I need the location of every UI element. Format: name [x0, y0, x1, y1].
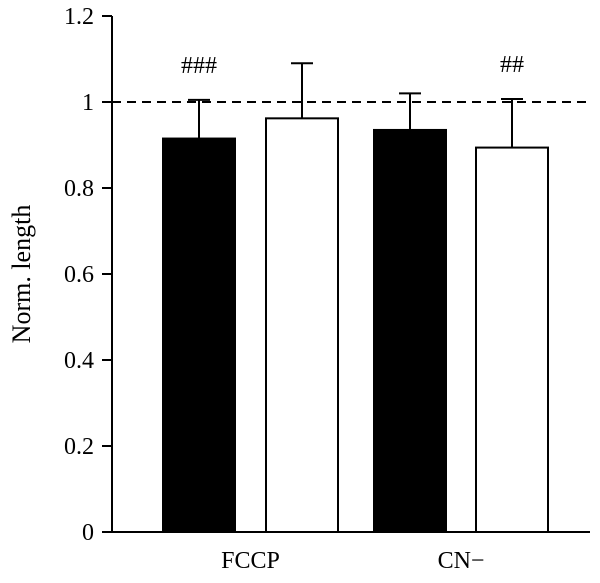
x-axis-labels: FCCP CN−	[221, 548, 484, 574]
y-axis-ticks: 0 0.2 0.4 0.6 0.8 1 1.2	[64, 4, 112, 546]
bars	[162, 117, 549, 534]
y-tick-label: 1.2	[64, 4, 94, 30]
y-axis-title: Norm. length	[7, 205, 36, 344]
significance-annotation: ###	[181, 53, 217, 79]
y-tick-label: 1	[82, 90, 94, 116]
bar	[475, 146, 549, 534]
bar	[265, 117, 339, 533]
y-tick-label: 0.8	[64, 176, 94, 202]
bar	[373, 128, 447, 533]
bar	[162, 137, 236, 534]
x-category-label: CN−	[438, 548, 485, 574]
y-tick-label: 0.6	[64, 262, 94, 288]
x-category-label: FCCP	[221, 548, 280, 574]
error-bars	[188, 62, 523, 148]
y-tick-label: 0.2	[64, 434, 94, 460]
y-tick-label: 0	[82, 520, 94, 546]
annotations: ### ##	[181, 52, 524, 79]
y-tick-label: 0.4	[64, 348, 94, 374]
significance-annotation: ##	[500, 52, 524, 78]
